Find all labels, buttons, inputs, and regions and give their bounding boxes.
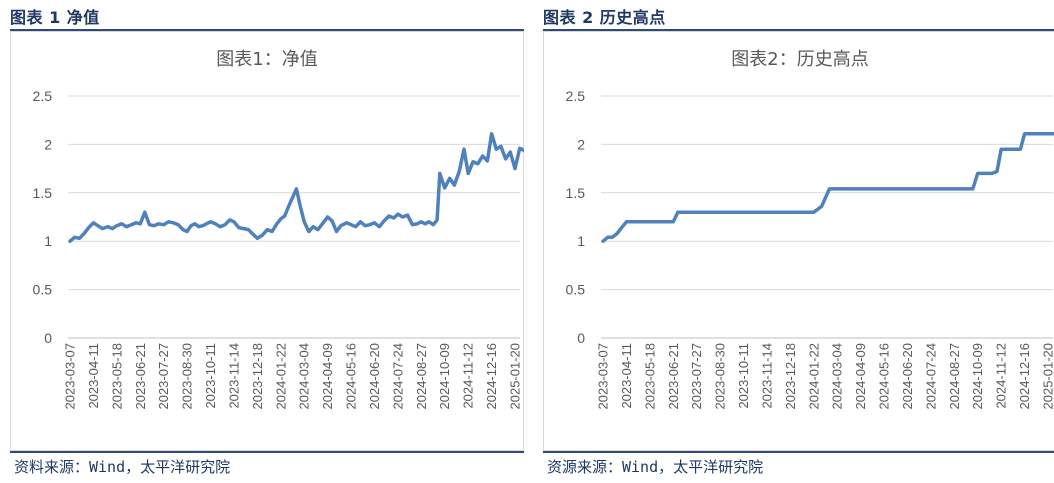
- x-tick-label: 2023-05-18: [642, 343, 657, 410]
- x-tick-label: 2024-07-24: [923, 343, 938, 410]
- x-tick-label: 2024-05-16: [344, 343, 359, 410]
- x-tick-label: 2024-06-20: [367, 343, 382, 410]
- x-tick-label: 2024-07-24: [390, 343, 405, 410]
- y-tick-label: 2: [44, 136, 52, 152]
- x-tick-label: 2023-11-14: [226, 343, 241, 409]
- x-tick-label: 2024-11-12: [461, 343, 476, 409]
- chart-border: [10, 31, 524, 451]
- chart-historical-high-svg: 图表2：历史高点 0 0.5 1 1.5 2 2.5 2023-03-07 2023-04-11…: [543, 31, 1054, 451]
- chart-title: 图表2：历史高点: [731, 49, 868, 70]
- x-tick-label: 2023-08-30: [713, 343, 728, 410]
- x-tick-label: 2023-03-07: [596, 343, 611, 410]
- y-tick-label: 0: [44, 330, 52, 346]
- x-tick-label: 2024-11-12: [994, 343, 1009, 409]
- x-tick-label: 2024-10-09: [970, 343, 985, 410]
- y-tick-label: 2.5: [33, 88, 53, 104]
- x-tick-label: 2024-01-22: [273, 343, 288, 410]
- left-panel: 图表 1 净值 图表1：净值 0 0.5 1 1.5 2 2.5 2023-03-07 2023…: [10, 0, 524, 483]
- y-tick-label: 1.5: [566, 185, 586, 201]
- y-tick-label: 1: [577, 233, 585, 249]
- y-tick-label: 1.5: [33, 185, 53, 201]
- x-tick-label: 2024-10-09: [437, 343, 452, 410]
- x-tick-label: 2024-12-16: [484, 343, 499, 410]
- x-tick-label: 2023-06-21: [133, 343, 148, 410]
- y-tick-label: 0: [577, 330, 585, 346]
- right-panel: 图表 2 历史高点 图表2：历史高点 0 0.5 1 1.5 2 2.5 2023-03-07…: [543, 0, 1054, 483]
- y-tick-label: 1: [44, 233, 52, 249]
- source-note: 资源来源：Wind，太平洋研究院: [547, 458, 764, 476]
- x-tick-label: 2023-07-27: [156, 343, 171, 410]
- bottom-rule: [543, 451, 1054, 453]
- x-tick-label: 2024-06-20: [900, 343, 915, 410]
- x-tick-label: 2024-03-04: [830, 343, 845, 410]
- x-tick-label: 2023-05-18: [109, 343, 124, 410]
- x-tick-label: 2024-03-04: [297, 343, 312, 410]
- x-tick-label: 2023-10-11: [736, 343, 751, 409]
- y-tick-label: 0.5: [566, 282, 586, 298]
- x-tick-label: 2024-04-09: [320, 343, 335, 410]
- chart-net-value-svg: 图表1：净值 0 0.5 1 1.5 2 2.5 2023-03-07 2023-04-11 20…: [10, 31, 524, 451]
- x-tick-label: 2024-01-22: [806, 343, 821, 410]
- x-tick-label: 2025-01-20: [1041, 343, 1054, 410]
- x-tick-label: 2023-12-18: [250, 343, 265, 410]
- x-tick-label: 2024-12-16: [1017, 343, 1032, 410]
- figure-caption: 图表 2 历史高点: [543, 8, 666, 27]
- figure-caption: 图表 1 净值: [10, 8, 100, 27]
- x-tick-label: 2023-06-21: [666, 343, 681, 410]
- x-tick-label: 2024-08-27: [947, 343, 962, 410]
- top-rule: [543, 29, 1054, 31]
- x-tick-label: 2023-11-14: [759, 343, 774, 409]
- x-tick-label: 2025-01-20: [508, 343, 523, 410]
- x-tick-label: 2023-12-18: [783, 343, 798, 410]
- y-tick-label: 2.5: [566, 88, 586, 104]
- x-tick-label: 2023-04-11: [86, 343, 101, 409]
- y-tick-label: 0.5: [33, 282, 53, 298]
- x-tick-label: 2023-04-11: [619, 343, 634, 409]
- top-rule: [10, 29, 524, 31]
- chart-title: 图表1：净值: [216, 49, 317, 70]
- chart-border: [543, 31, 1054, 451]
- x-tick-label: 2023-10-11: [203, 343, 218, 409]
- y-tick-label: 2: [577, 136, 585, 152]
- x-tick-label: 2024-05-16: [877, 343, 892, 410]
- source-note: 资料来源：Wind，太平洋研究院: [14, 458, 231, 476]
- series-line: [68, 132, 524, 243]
- x-tick-label: 2023-08-30: [180, 343, 195, 410]
- chart-historical-high: 图表2：历史高点 0 0.5 1 1.5 2 2.5 2023-03-07 2023-04-11…: [543, 31, 1054, 451]
- x-tick-label: 2024-08-27: [414, 343, 429, 410]
- x-tick-label: 2024-04-09: [853, 343, 868, 410]
- chart-net-value: 图表1：净值 0 0.5 1 1.5 2 2.5 2023-03-07 2023-04-11 20…: [10, 31, 524, 451]
- series-line: [601, 132, 1054, 243]
- x-tick-label: 2023-03-07: [63, 343, 78, 410]
- x-tick-label: 2023-07-27: [689, 343, 704, 410]
- bottom-rule: [10, 451, 524, 453]
